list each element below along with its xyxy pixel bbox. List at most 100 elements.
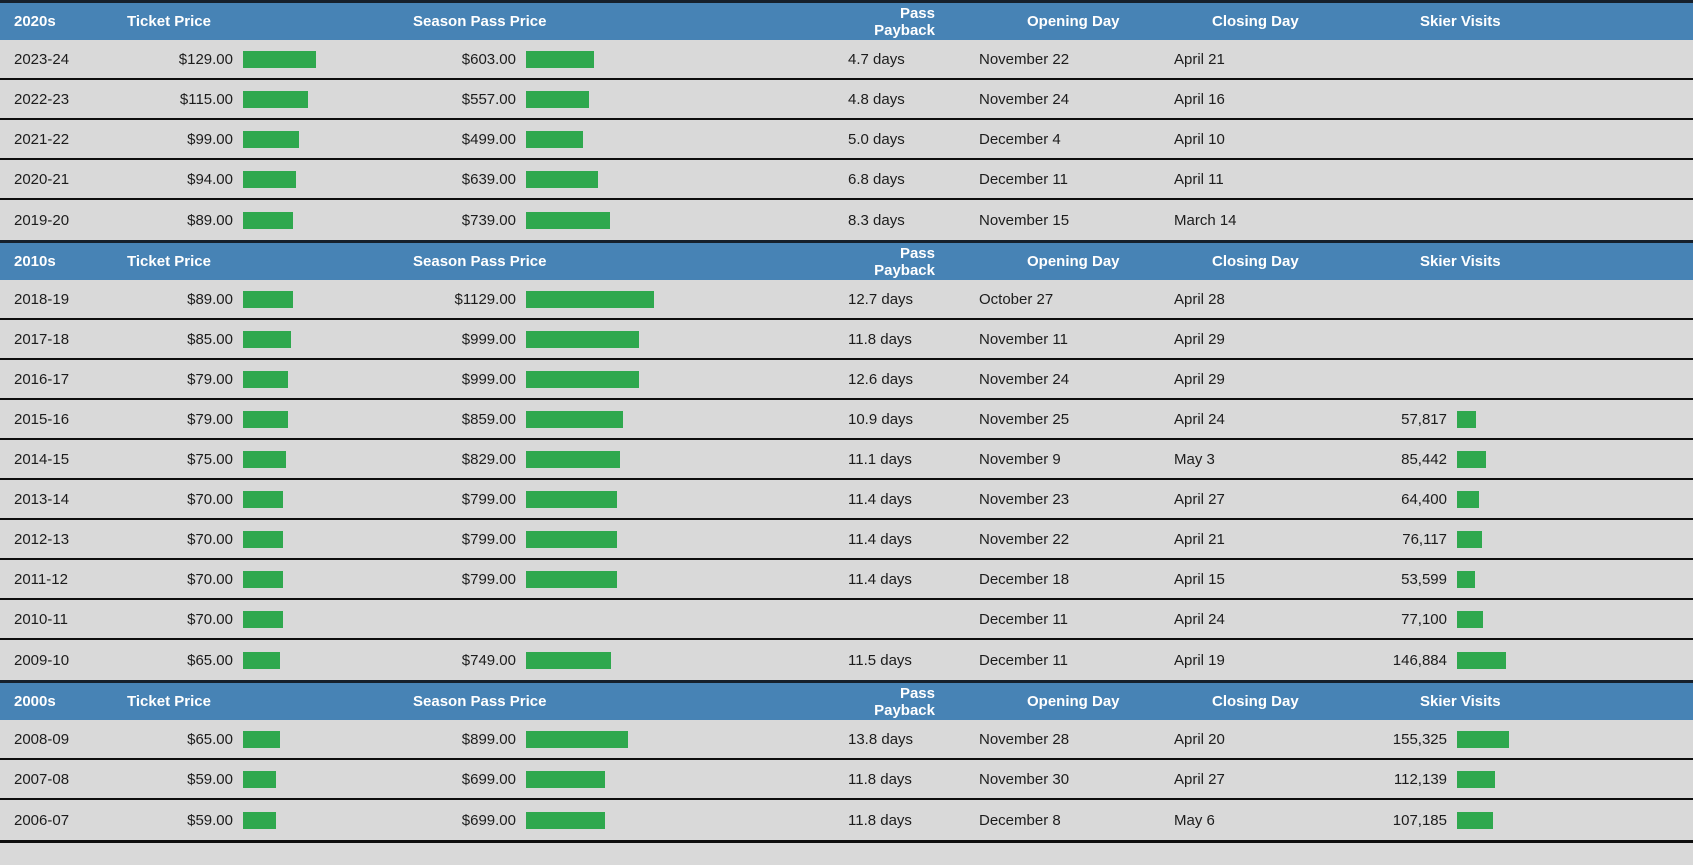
ticket-price-cell: $79.00 xyxy=(120,370,406,388)
season-pass-bar xyxy=(526,50,594,68)
ticket-price-cell: $70.00 xyxy=(120,530,406,548)
season-pass-bar xyxy=(526,450,620,468)
opening-day-value: November 24 xyxy=(979,90,1070,108)
ticket-price-value: $59.00 xyxy=(187,770,233,788)
section-rows: 2023-24 $129.00 $603.00 4.7 days Novembe… xyxy=(0,40,1693,240)
skier-visits-value: 85,442 xyxy=(1401,450,1447,468)
opening-day-value: December 11 xyxy=(979,170,1068,188)
table-row: 2009-10 $65.00 $749.00 11.5 days Decembe… xyxy=(0,640,1693,680)
skier-visits-value: 112,139 xyxy=(1393,770,1447,788)
ticket-price-cell: $129.00 xyxy=(120,50,406,68)
season-pass-cell: $603.00 xyxy=(406,50,840,68)
opening-day-value: October 27 xyxy=(979,290,1054,308)
skier-visits-cell: 77,100 xyxy=(1350,610,1693,628)
ticket-price-bar xyxy=(243,570,283,588)
skier-visits-value: 77,100 xyxy=(1401,610,1447,628)
season-pass-cell: $999.00 xyxy=(406,330,840,348)
ticket-price-bar xyxy=(243,530,283,548)
skier-visits-cell: 53,599 xyxy=(1350,570,1693,588)
opening-day-value: December 18 xyxy=(979,570,1070,588)
opening-day-value: November 24 xyxy=(979,370,1070,388)
opening-day-value: December 8 xyxy=(979,811,1061,829)
skier-visits-value: 155,325 xyxy=(1392,730,1447,748)
decade-header-row: 2000s Ticket Price Season Pass Price Pas… xyxy=(0,680,1693,720)
season-pass-value: $499.00 xyxy=(461,130,516,148)
opening-day-value: November 15 xyxy=(979,211,1070,229)
season-label: 2012-13 xyxy=(14,530,70,548)
col-header-skier-visits: Skier Visits xyxy=(1420,253,1501,270)
table-row: 2023-24 $129.00 $603.00 4.7 days Novembe… xyxy=(0,40,1693,80)
ticket-price-bar xyxy=(243,770,276,788)
skier-visits-bar xyxy=(1457,570,1475,588)
ticket-price-value: $65.00 xyxy=(187,651,233,669)
ticket-price-cell: $75.00 xyxy=(120,450,406,468)
season-pass-cell: $799.00 xyxy=(406,530,840,548)
col-header-season-pass-price: Season Pass Price xyxy=(413,693,547,710)
pass-payback-value: 11.4 days xyxy=(848,490,912,508)
decade-header-row: 2010s Ticket Price Season Pass Price Pas… xyxy=(0,240,1693,280)
season-pass-cell: $557.00 xyxy=(406,90,840,108)
col-header-opening-day: Opening Day xyxy=(1027,253,1120,270)
skier-visits-value: 64,400 xyxy=(1401,490,1447,508)
closing-day-value: April 10 xyxy=(1174,130,1225,148)
ticket-price-bar xyxy=(243,290,293,308)
skier-visits-bar xyxy=(1457,770,1495,788)
season-pass-cell: $829.00 xyxy=(406,450,840,468)
pass-payback-value: 13.8 days xyxy=(848,730,914,748)
season-pass-bar xyxy=(526,130,583,148)
ticket-price-cell: $59.00 xyxy=(120,811,406,829)
skier-visits-bar xyxy=(1457,730,1509,748)
ticket-price-value: $70.00 xyxy=(187,530,233,548)
table-row: 2019-20 $89.00 $739.00 8.3 days November… xyxy=(0,200,1693,240)
table-row: 2010-11 $70.00 December 11 April 24 77,1… xyxy=(0,600,1693,640)
season-pass-value: $749.00 xyxy=(461,651,516,669)
ticket-price-value: $65.00 xyxy=(187,730,233,748)
closing-day-value: April 24 xyxy=(1174,410,1225,428)
col-header-skier-visits: Skier Visits xyxy=(1420,13,1501,30)
closing-day-value: April 24 xyxy=(1174,610,1225,628)
section-rows: 2008-09 $65.00 $899.00 13.8 days Novembe… xyxy=(0,720,1693,840)
pass-payback-value: 6.8 days xyxy=(848,170,905,188)
season-pass-cell: $799.00 xyxy=(406,570,840,588)
closing-day-value: April 29 xyxy=(1174,370,1225,388)
opening-day-value: November 30 xyxy=(979,770,1070,788)
opening-day-value: December 11 xyxy=(979,651,1068,669)
col-header-season-pass-price: Season Pass Price xyxy=(413,13,547,30)
closing-day-value: April 21 xyxy=(1174,530,1225,548)
season-label: 2011-12 xyxy=(14,570,68,588)
season-pass-cell: $899.00 xyxy=(406,730,840,748)
col-header-season-pass-price: Season Pass Price xyxy=(413,253,547,270)
table-row: 2011-12 $70.00 $799.00 11.4 days Decembe… xyxy=(0,560,1693,600)
decade-section: 2000s Ticket Price Season Pass Price Pas… xyxy=(0,680,1693,840)
pass-payback-value: 11.8 days xyxy=(848,811,912,829)
season-pass-value: $799.00 xyxy=(461,530,516,548)
season-pass-value: $1129.00 xyxy=(454,290,516,308)
season-pass-cell: $499.00 xyxy=(406,130,840,148)
col-header-opening-day: Opening Day xyxy=(1027,693,1120,710)
ticket-price-value: $75.00 xyxy=(187,450,233,468)
col-header-skier-visits: Skier Visits xyxy=(1420,693,1501,710)
season-pass-cell: $1129.00 xyxy=(406,290,840,308)
col-header-pass-payback: Pass Payback xyxy=(874,4,935,39)
season-label: 2008-09 xyxy=(14,730,70,748)
season-pass-cell: $639.00 xyxy=(406,170,840,188)
ticket-price-value: $79.00 xyxy=(187,410,233,428)
table-row: 2007-08 $59.00 $699.00 11.8 days Novembe… xyxy=(0,760,1693,800)
season-label: 2016-17 xyxy=(14,370,70,388)
ticket-price-cell: $89.00 xyxy=(120,211,406,229)
ticket-price-value: $79.00 xyxy=(187,370,233,388)
skier-visits-cell: 155,325 xyxy=(1350,730,1693,748)
closing-day-value: April 27 xyxy=(1174,490,1225,508)
skier-visits-cell: 107,185 xyxy=(1350,811,1693,829)
season-pass-cell: $699.00 xyxy=(406,811,840,829)
ticket-price-value: $94.00 xyxy=(187,170,233,188)
season-pass-bar xyxy=(526,410,623,428)
season-label: 2015-16 xyxy=(14,410,70,428)
skier-visits-bar xyxy=(1457,450,1486,468)
season-label: 2014-15 xyxy=(14,450,70,468)
table-row: 2013-14 $70.00 $799.00 11.4 days Novembe… xyxy=(0,480,1693,520)
col-header-pass-payback: Pass Payback xyxy=(874,244,935,279)
table-row: 2014-15 $75.00 $829.00 11.1 days Novembe… xyxy=(0,440,1693,480)
ticket-price-bar xyxy=(243,410,288,428)
skier-visits-cell: 64,400 xyxy=(1350,490,1693,508)
